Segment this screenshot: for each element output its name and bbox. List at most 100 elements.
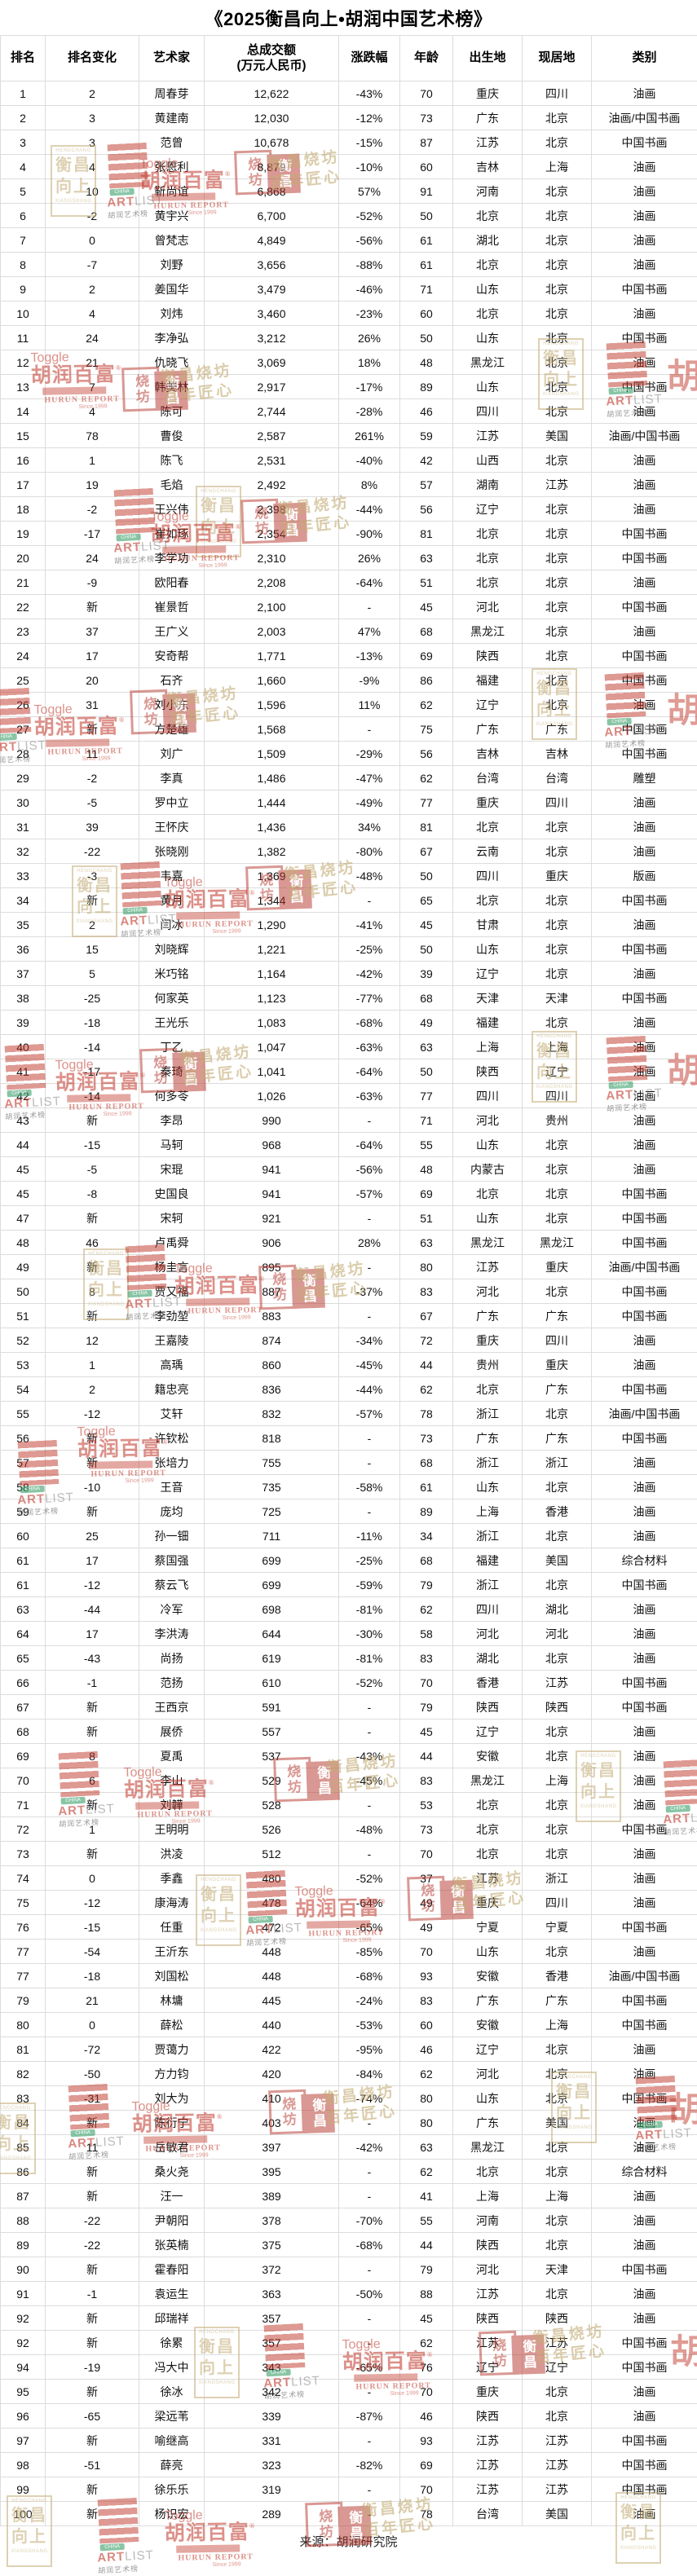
- cell-rank-change: 0: [46, 1866, 139, 1891]
- cell-rank-change: -9: [46, 570, 139, 595]
- cell-age: 53: [400, 1793, 453, 1817]
- cell-artist: 李学功: [139, 546, 205, 570]
- cell-birthplace: 广东: [453, 1988, 523, 2013]
- cell-change-pct: -: [339, 1793, 400, 1817]
- cell-artist: 梁远苇: [139, 2404, 205, 2428]
- cell-rank-change: -18: [46, 1011, 139, 1035]
- cell-age: 89: [400, 375, 453, 399]
- cell-age: 80: [400, 2086, 453, 2111]
- cell-change-pct: -41%: [339, 913, 400, 937]
- cell-birthplace: 四川: [453, 1597, 523, 1622]
- cell-birthplace: 福建: [453, 1011, 523, 1035]
- cell-age: 62: [400, 693, 453, 717]
- cell-rank: 85: [1, 2135, 46, 2160]
- cell-artist: 闫冰: [139, 913, 205, 937]
- cell-rank: 77: [1, 1964, 46, 1988]
- cell-rank: 91: [1, 2282, 46, 2306]
- cell-total-sales: 1,382: [205, 839, 339, 864]
- cell-birthplace: 上海: [453, 2184, 523, 2208]
- cell-residence: 江苏: [523, 2453, 592, 2477]
- cell-rank-change: 2: [46, 277, 139, 302]
- cell-birthplace: 四川: [453, 399, 523, 424]
- cell-rank-change: 新: [46, 595, 139, 619]
- cell-change-pct: -44%: [339, 1377, 400, 1402]
- cell-birthplace: 河北: [453, 2062, 523, 2086]
- cell-rank-change: 39: [46, 815, 139, 839]
- cell-category: 油画: [592, 1646, 697, 1671]
- cell-birthplace: 河北: [453, 2257, 523, 2282]
- cell-residence: 宁夏: [523, 1915, 592, 1940]
- cell-birthplace: 辽宁: [453, 2355, 523, 2380]
- cell-total-sales: 2,310: [205, 546, 339, 570]
- cell-birthplace: 吉林: [453, 742, 523, 766]
- cell-artist: 姜国华: [139, 277, 205, 302]
- cell-age: 68: [400, 1548, 453, 1573]
- cell-age: 51: [400, 1206, 453, 1231]
- cell-category: 油画: [592, 693, 697, 717]
- cell-total-sales: 389: [205, 2184, 339, 2208]
- cell-category: 中国书画: [592, 2086, 697, 2111]
- cell-age: 76: [400, 2355, 453, 2380]
- cell-rank: 50: [1, 1279, 46, 1304]
- cell-birthplace: 江苏: [453, 2477, 523, 2502]
- cell-category: 中国书画: [592, 1206, 697, 1231]
- cell-age: 51: [400, 570, 453, 595]
- cell-birthplace: 北京: [453, 1817, 523, 1842]
- cell-residence: 江苏: [523, 2428, 592, 2453]
- cell-residence: 北京: [523, 253, 592, 277]
- cell-age: 63: [400, 1035, 453, 1059]
- cell-age: 58: [400, 1622, 453, 1646]
- cell-change-pct: 11%: [339, 693, 400, 717]
- cell-total-sales: 1,123: [205, 986, 339, 1011]
- cell-rank: 52: [1, 1328, 46, 1353]
- cell-residence: 江苏: [523, 2477, 592, 2502]
- cell-change-pct: 28%: [339, 1231, 400, 1255]
- cell-residence: 广东: [523, 1988, 592, 2013]
- cell-change-pct: -87%: [339, 2404, 400, 2428]
- cell-birthplace: 北京: [453, 204, 523, 228]
- cell-artist: 徐冰: [139, 2380, 205, 2404]
- cell-total-sales: 1,436: [205, 815, 339, 839]
- cell-artist: 王兴伟: [139, 497, 205, 522]
- cell-rank: 14: [1, 399, 46, 424]
- cell-total-sales: 3,069: [205, 350, 339, 375]
- cell-rank: 57: [1, 1451, 46, 1475]
- cell-total-sales: 619: [205, 1646, 339, 1671]
- cell-age: 70: [400, 1842, 453, 1866]
- cell-age: 49: [400, 1915, 453, 1940]
- cell-category: 油画: [592, 2380, 697, 2404]
- cell-artist: 高瑀: [139, 1353, 205, 1377]
- cell-artist: 王怀庆: [139, 815, 205, 839]
- cell-rank-change: -22: [46, 2208, 139, 2233]
- cell-category: 油画: [592, 302, 697, 326]
- cell-rank-change: 5: [46, 962, 139, 986]
- cell-total-sales: 420: [205, 2062, 339, 2086]
- cell-artist: 方力钧: [139, 2062, 205, 2086]
- cell-age: 45: [400, 1720, 453, 1744]
- cell-rank: 1: [1, 81, 46, 106]
- cell-rank: 88: [1, 2208, 46, 2233]
- cell-artist: 王西京: [139, 1695, 205, 1720]
- cell-category: 油画: [592, 2502, 697, 2526]
- cell-change-pct: -: [339, 2184, 400, 2208]
- cell-rank-change: 新: [46, 1842, 139, 1866]
- cell-rank-change: 新: [46, 1108, 139, 1133]
- cell-artist: 宋琨: [139, 1157, 205, 1182]
- cell-artist: 刘炜: [139, 302, 205, 326]
- cell-residence: 美国: [523, 1548, 592, 1573]
- cell-total-sales: 319: [205, 2477, 339, 2502]
- cell-artist: 季鑫: [139, 1866, 205, 1891]
- cell-category: 中国书画: [592, 2477, 697, 2502]
- cell-artist: 宋轲: [139, 1206, 205, 1231]
- cell-artist: 张培力: [139, 1451, 205, 1475]
- cell-total-sales: 472: [205, 1915, 339, 1940]
- cell-artist: 孙一钿: [139, 1524, 205, 1548]
- cell-residence: 北京: [523, 1744, 592, 1768]
- cell-birthplace: 江苏: [453, 2282, 523, 2306]
